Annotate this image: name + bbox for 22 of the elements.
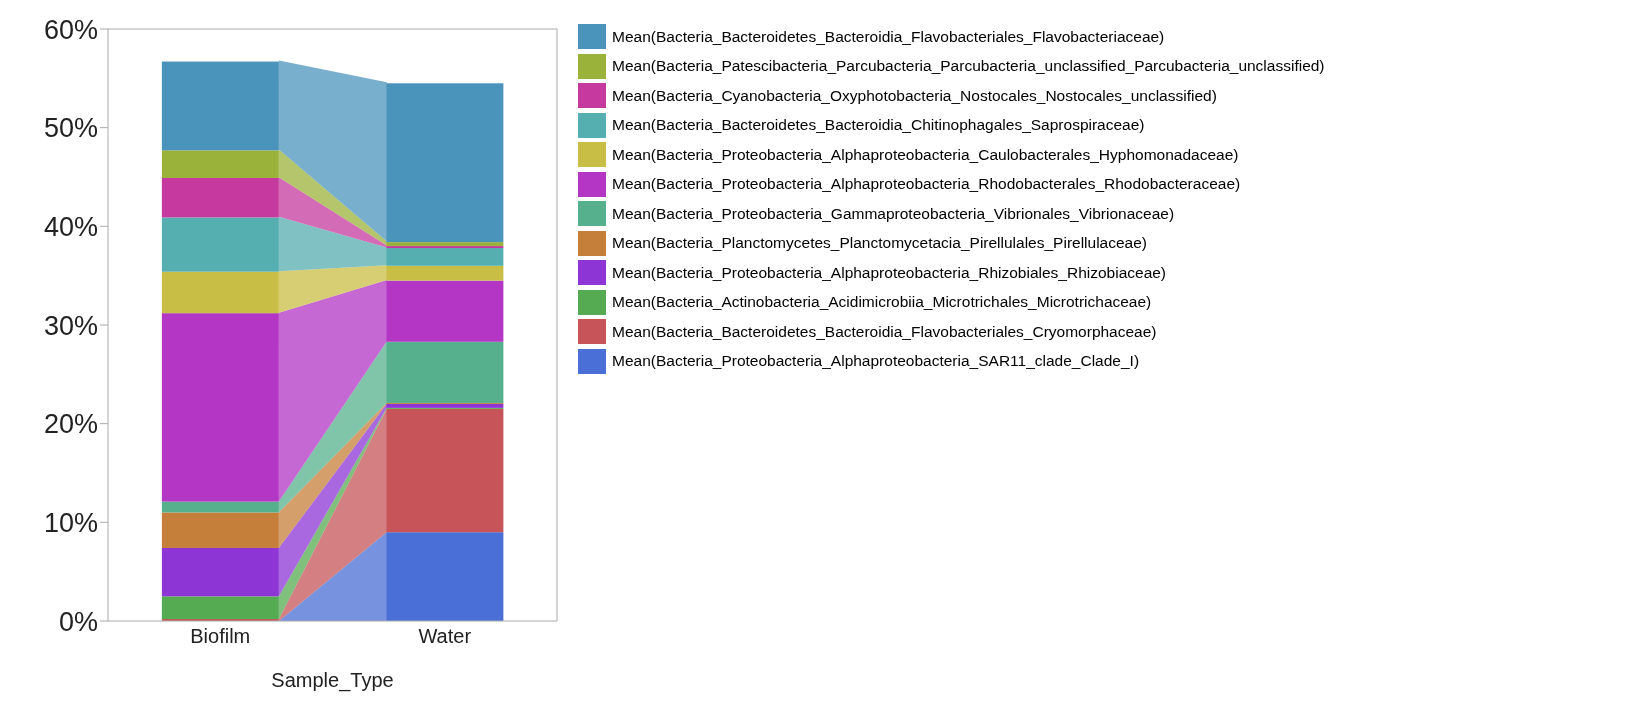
legend-label: Mean(Bacteria_Bacteroidetes_Bacteroidia_Chitinophagales_Saprospiraceae) (612, 116, 1145, 135)
y-tick-label: 40% (43, 211, 98, 242)
y-tick-label: 30% (43, 310, 98, 341)
y-tick-label: 20% (43, 409, 98, 440)
legend-label: Mean(Bacteria_Cyanobacteria_Oxyphotobacteria_Nostocales_Nostocales_unclassified) (612, 86, 1217, 105)
legend-label: Mean(Bacteria_Actinobacteria_Acidimicrobiia_Microtrichales_Microtrichaceae) (612, 293, 1152, 312)
x-axis-title: Sample_Type (271, 669, 394, 692)
legend-label: Mean(Bacteria_Proteobacteria_Gammaproteobacteria_Vibrionales_Vibrionaceae) (612, 204, 1175, 223)
legend-label: Mean(Bacteria_Planctomycetes_Planctomycetacia_Pirellulales_Pirellulaceae) (612, 234, 1148, 253)
legend-label: Mean(Bacteria_Proteobacteria_Alphaproteobacteria_SAR11_clade_Clade_I) (612, 352, 1140, 371)
y-tick-label: 0% (58, 606, 98, 637)
x-tick-label: Water (418, 625, 472, 648)
legend-label: Mean(Bacteria_Proteobacteria_Alphaproteobacteria_Rhizobiales_Rhizobiaceae) (612, 263, 1167, 282)
x-tick-label: Biofilm (190, 625, 251, 648)
legend-label: Mean(Bacteria_Proteobacteria_Alphaproteobacteria_Caulobacterales_Hyphomonadaceae) (612, 145, 1239, 164)
legend-label: Mean(Bacteria_Patescibacteria_Parcubacteria_Parcubacteria_unclassified_Parcubacteria_unclassified) (612, 57, 1325, 76)
legend-label: Mean(Bacteria_Proteobacteria_Alphaproteobacteria_Rhodobacterales_Rhodobacteraceae) (612, 175, 1241, 194)
y-tick-label: 10% (43, 507, 98, 538)
y-tick-label: 60% (43, 14, 98, 45)
legend-label: Mean(Bacteria_Bacteroidetes_Bacteroidia_Flavobacteriales_Flavobacteriaceae) (612, 27, 1165, 46)
y-tick-label: 50% (43, 113, 98, 144)
legend-label: Mean(Bacteria_Bacteroidetes_Bacteroidia_Flavobacteriales_Cryomorphaceae) (612, 322, 1157, 341)
